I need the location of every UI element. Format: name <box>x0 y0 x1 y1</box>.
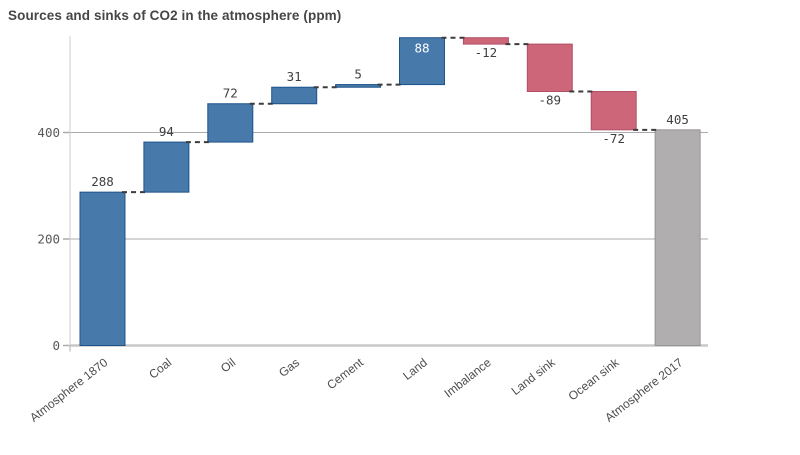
bar-coal[interactable] <box>143 141 190 193</box>
x-category-label-cement: Cement <box>324 355 366 392</box>
x-category-label-atmosphere-1870: Atmosphere 1870 <box>27 355 111 425</box>
value-label-land: 88 <box>414 41 429 56</box>
y-tick-label-400: 400 <box>37 125 60 140</box>
chart-title: Sources and sinks of CO2 in the atmosphe… <box>8 8 342 23</box>
x-category-label-oil: Oil <box>218 355 238 375</box>
value-label-cement: 5 <box>354 67 362 82</box>
value-label-land-sink: -89 <box>539 92 562 107</box>
x-category-label-land: Land <box>400 355 430 382</box>
x-category-label-ocean-sink: Ocean sink <box>566 355 623 404</box>
bar-land-sink[interactable] <box>526 43 573 92</box>
bar-land[interactable] <box>399 37 445 86</box>
x-category-label-coal: Coal <box>146 355 174 381</box>
bar-ocean-sink[interactable] <box>590 90 637 131</box>
bar-cement[interactable] <box>335 84 382 88</box>
y-tick-label-0: 0 <box>52 338 60 353</box>
value-label-oil: 72 <box>223 86 238 101</box>
value-label-ocean-sink: -72 <box>602 131 625 146</box>
value-label-atmosphere-1870: 288 <box>91 174 114 189</box>
value-label-gas: 31 <box>287 69 302 84</box>
bar-imbalance[interactable] <box>462 37 509 45</box>
x-category-label-gas: Gas <box>276 355 302 380</box>
bar-gas[interactable] <box>271 86 318 105</box>
value-label-imbalance: -12 <box>475 45 498 60</box>
bar-atmosphere-1870[interactable] <box>79 191 126 346</box>
bar-atmosphere-2017[interactable] <box>654 129 701 346</box>
bar-oil[interactable] <box>207 103 254 143</box>
y-tick-label-200: 200 <box>37 232 60 247</box>
x-category-label-land-sink: Land sink <box>509 355 559 398</box>
value-label-coal: 94 <box>159 124 174 139</box>
value-label-atmosphere-2017: 405 <box>666 112 689 127</box>
x-category-label-imbalance: Imbalance <box>441 355 494 400</box>
